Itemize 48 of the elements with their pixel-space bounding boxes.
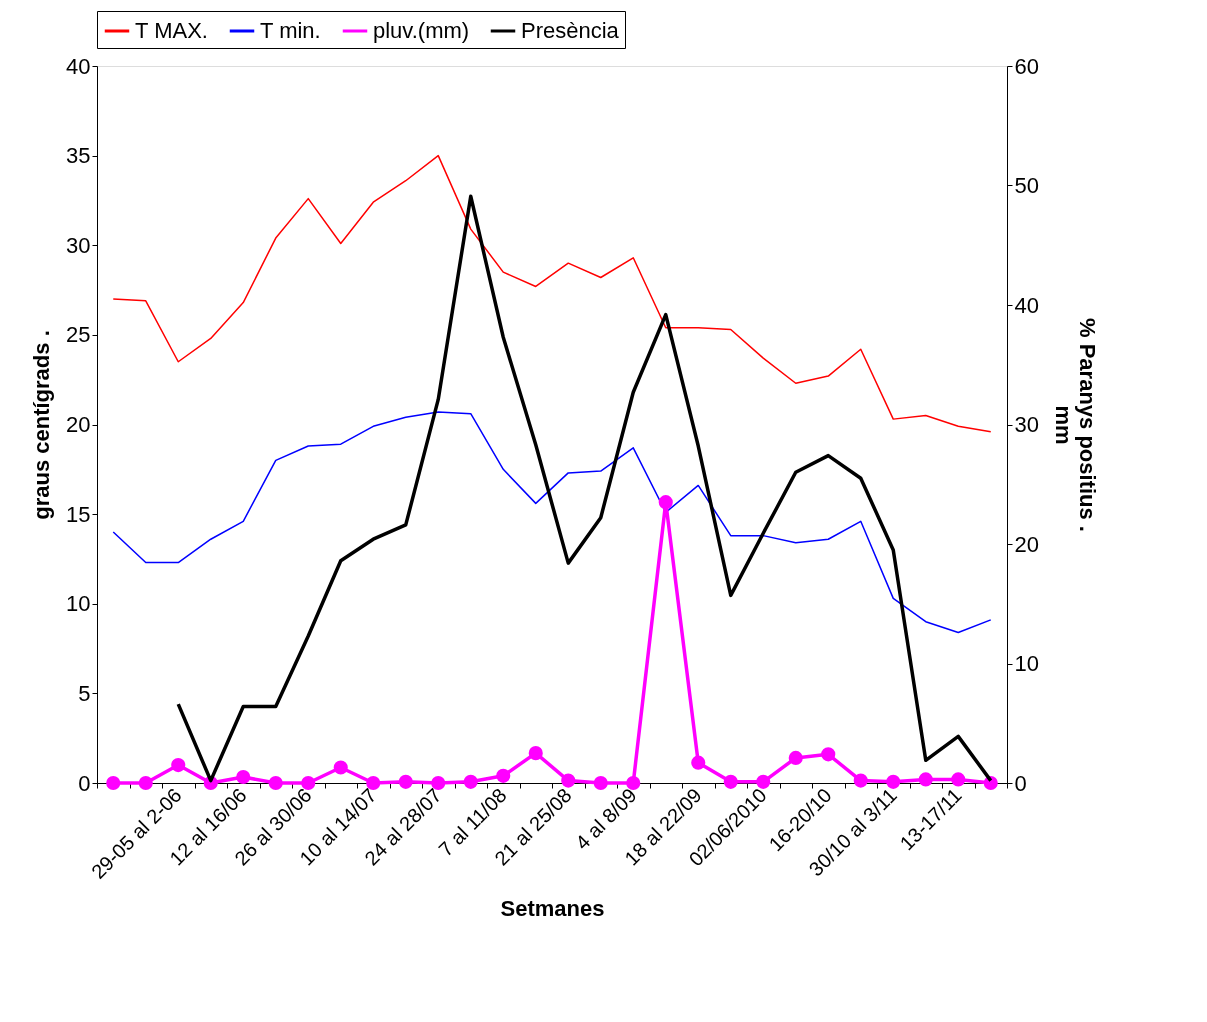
y-tick-label: 20 [66,412,91,437]
point [658,495,673,510]
point [561,773,576,788]
y2-tick-label: 30 [1014,412,1039,437]
y2-tick-label: 0 [1014,770,1027,796]
point [626,775,641,791]
legend-label: Presència [521,18,620,43]
line-series [112,154,992,433]
line-series [112,411,992,634]
y-tick-label: 0 [78,770,91,796]
y-tick-label: 25 [66,322,91,348]
y-tick-label: 35 [66,143,91,169]
y-tick-label: 5 [78,680,91,706]
y-tick-label: 10 [66,591,91,617]
point [756,774,771,789]
point [496,768,511,783]
point [333,760,348,775]
y-tick-label: 15 [66,501,91,527]
y2-tick-label: 10 [1014,651,1039,676]
x-axis-title: Setmanes [500,895,605,921]
point [886,774,901,789]
point [138,775,153,791]
legend-label: T MAX. [135,18,208,43]
point [398,774,413,789]
point [788,750,803,765]
point [821,747,836,762]
point [691,755,706,770]
point [951,772,966,787]
point [106,775,121,791]
y2-tick-label: 60 [1014,53,1039,79]
point [593,775,608,791]
point [723,774,738,789]
point [853,773,868,788]
point [918,772,933,787]
point [171,758,186,773]
y2-tick-label: 40 [1014,292,1039,318]
y-tick-label: 40 [66,53,91,79]
y2-tick-label: 50 [1014,173,1039,198]
y2-axis-title: % Paranys positius . mm [1050,318,1100,532]
legend-label: pluv.(mm) [373,18,470,43]
point [236,769,251,785]
y2-tick-label: 20 [1014,531,1039,557]
point [528,746,543,761]
point [463,774,478,789]
legend-label: T min. [260,18,321,43]
y-axis-title: graus centígrads . [29,330,55,520]
y-tick-label: 30 [66,232,91,258]
point [301,775,316,791]
